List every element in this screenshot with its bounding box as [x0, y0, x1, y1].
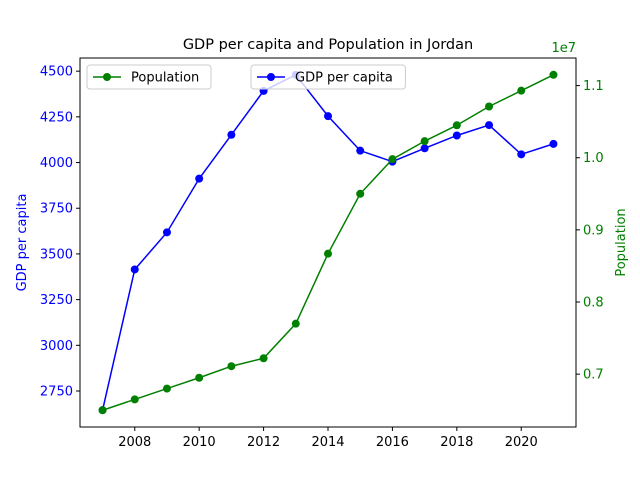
y-left-tick-label: 3500 — [40, 247, 73, 262]
data-point-population — [388, 155, 397, 164]
y-right-tick-label: 0.7 — [583, 368, 604, 383]
data-point-population — [420, 137, 429, 146]
data-point-gdp-per-capita — [162, 228, 171, 237]
y-right-tick-label: 1.0 — [583, 151, 604, 166]
data-point-population — [517, 86, 526, 95]
data-point-gdp-per-capita — [130, 265, 139, 274]
data-point-population — [485, 102, 494, 111]
data-point-population — [324, 249, 332, 258]
y-left-tick-label: 4000 — [40, 156, 73, 171]
x-tick-label: 2018 — [440, 435, 473, 450]
data-point-population — [452, 121, 461, 130]
legend-box — [250, 64, 406, 90]
y-right-tick-label: 0.8 — [583, 296, 604, 311]
data-point-population — [195, 373, 204, 382]
y-left-tick-label: 3750 — [40, 202, 73, 217]
data-point-gdp-per-capita — [420, 144, 429, 153]
x-tick-label: 2014 — [311, 435, 344, 450]
data-point-gdp-per-capita — [356, 146, 365, 155]
x-tick-label: 2010 — [183, 435, 216, 450]
legend-box — [86, 64, 212, 90]
data-point-population — [227, 362, 236, 371]
legend-label: Population — [131, 71, 199, 86]
data-point-gdp-per-capita — [485, 121, 494, 130]
y-right-tick-label: 0.9 — [583, 223, 604, 238]
data-point-population — [291, 319, 300, 328]
data-point-gdp-per-capita — [517, 150, 526, 159]
x-tick-label: 2008 — [118, 435, 151, 450]
data-point-population — [549, 70, 558, 79]
legend-marker — [103, 73, 111, 81]
data-point-gdp-per-capita — [452, 131, 461, 140]
data-point-population — [259, 354, 268, 363]
y-right-offset-text: 1e7 — [551, 41, 576, 56]
data-point-population — [356, 189, 365, 198]
legend-marker — [267, 73, 275, 81]
data-point-population — [162, 384, 171, 393]
y-left-axis-title: GDP per capita — [15, 194, 30, 292]
y-left-tick-label: 4500 — [40, 65, 73, 80]
x-tick-label: 2012 — [247, 435, 280, 450]
y-left-tick-label: 3000 — [40, 339, 73, 354]
data-point-gdp-per-capita — [195, 174, 204, 183]
y-right-axis-title: Population — [614, 208, 629, 276]
x-tick-label: 2016 — [376, 435, 409, 450]
chart-title: GDP per capita and Population in Jordan — [183, 37, 473, 53]
data-point-population — [130, 395, 139, 404]
data-point-gdp-per-capita — [549, 139, 558, 148]
y-left-tick-label: 4250 — [40, 110, 73, 125]
data-point-gdp-per-capita — [227, 130, 236, 139]
data-point-population — [98, 406, 107, 415]
legend-label: GDP per capita — [295, 71, 393, 86]
y-right-tick-label: 1.1 — [583, 79, 604, 94]
y-left-tick-label: 2750 — [40, 384, 73, 399]
x-tick-label: 2020 — [505, 435, 538, 450]
y-left-tick-label: 3250 — [40, 293, 73, 308]
data-point-gdp-per-capita — [324, 112, 332, 121]
